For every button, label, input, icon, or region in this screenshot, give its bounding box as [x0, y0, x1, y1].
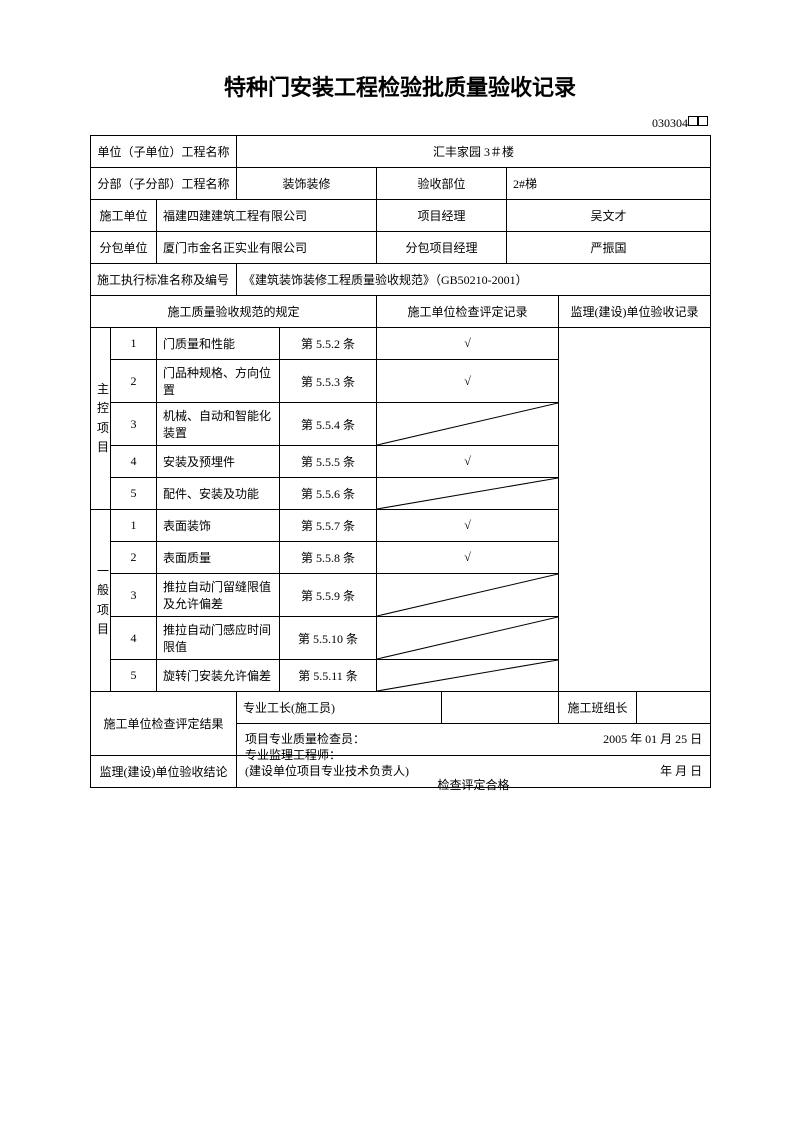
item-check: √	[377, 446, 559, 478]
slash-icon	[377, 574, 558, 616]
engineer-label: 专业监理工程师：	[245, 746, 341, 763]
sub-contractor-label: 分包单位	[91, 232, 157, 264]
accept-part-value: 2#梯	[507, 168, 711, 200]
item-number: 1	[111, 510, 157, 542]
item-name: 配件、安装及功能	[157, 478, 280, 510]
sub-pm-value: 严振国	[507, 232, 711, 264]
slash-cell	[377, 403, 559, 446]
sub-contractor-value: 厦门市金名正实业有限公司	[157, 232, 377, 264]
table-row: 主控项目 1 门质量和性能 第 5.5.2 条 √	[91, 328, 711, 360]
item-clause: 第 5.5.10 条	[280, 617, 377, 660]
slash-icon	[377, 617, 558, 659]
qc-date: 2005 年 01 月 25 日	[603, 730, 702, 747]
slash-cell	[377, 660, 559, 692]
contractor-check-header: 施工单位检查评定记录	[377, 296, 559, 328]
item-clause: 第 5.5.5 条	[280, 446, 377, 478]
item-number: 3	[111, 403, 157, 446]
team-leader-label: 施工班组长	[559, 692, 637, 724]
slash-icon	[377, 478, 558, 509]
foreman-value	[442, 692, 559, 724]
table-row: 施工质量验收规范的规定 施工单位检查评定记录 监理(建设)单位验收记录	[91, 296, 711, 328]
blank-date: 年 月 日	[660, 762, 702, 779]
item-name: 门质量和性能	[157, 328, 280, 360]
item-clause: 第 5.5.3 条	[280, 360, 377, 403]
tech-lead-label: (建设单位项目专业技术负责人)	[245, 762, 409, 779]
item-number: 4	[111, 446, 157, 478]
contractor-label: 施工单位	[91, 200, 157, 232]
item-clause: 第 5.5.7 条	[280, 510, 377, 542]
standard-value: 《建筑装饰装修工程质量验收规范》（GB50210-2001）	[237, 264, 711, 296]
item-name: 推拉自动门留缝限值及允许偏差	[157, 574, 280, 617]
foreman-label: 专业工长(施工员)	[237, 692, 442, 724]
supervisor-sign-block: 专业监理工程师： (建设单位项目专业技术负责人) 年 月 日	[237, 756, 711, 788]
item-number: 2	[111, 360, 157, 403]
item-clause: 第 5.5.11 条	[280, 660, 377, 692]
pm-label: 项目经理	[377, 200, 507, 232]
item-name: 门品种规格、方向位置	[157, 360, 280, 403]
pm-value: 吴文才	[507, 200, 711, 232]
qc-label: 项目专业质量检查员：	[245, 730, 365, 747]
item-name: 安装及预埋件	[157, 446, 280, 478]
slash-cell	[377, 617, 559, 660]
item-number: 5	[111, 478, 157, 510]
slash-cell	[377, 574, 559, 617]
item-clause: 第 5.5.9 条	[280, 574, 377, 617]
unit-project-value: 汇丰家园 3＃楼	[237, 136, 711, 168]
supervisor-check-area	[559, 328, 711, 692]
document-number: 030304	[90, 116, 710, 131]
item-name: 表面装饰	[157, 510, 280, 542]
item-check: √	[377, 510, 559, 542]
table-row: 分部（子分部）工程名称 装饰装修 验收部位 2#梯	[91, 168, 711, 200]
sub-pm-label: 分包项目经理	[377, 232, 507, 264]
sub-project-value: 装饰装修	[237, 168, 377, 200]
item-clause: 第 5.5.4 条	[280, 403, 377, 446]
slash-icon	[377, 403, 558, 445]
supervisor-check-header: 监理(建设)单位验收记录	[559, 296, 711, 328]
item-number: 1	[111, 328, 157, 360]
spec-column-header: 施工质量验收规范的规定	[91, 296, 377, 328]
item-check: √	[377, 328, 559, 360]
table-row: 施工执行标准名称及编号 《建筑装饰装修工程质量验收规范》（GB50210-200…	[91, 264, 711, 296]
inspection-table: 单位（子单位）工程名称 汇丰家园 3＃楼 分部（子分部）工程名称 装饰装修 验收…	[90, 135, 711, 788]
standard-label: 施工执行标准名称及编号	[91, 264, 237, 296]
item-name: 机械、自动和智能化装置	[157, 403, 280, 446]
accept-part-label: 验收部位	[377, 168, 507, 200]
unit-project-label: 单位（子单位）工程名称	[91, 136, 237, 168]
item-check: √	[377, 360, 559, 403]
item-number: 3	[111, 574, 157, 617]
table-row: 单位（子单位）工程名称 汇丰家园 3＃楼	[91, 136, 711, 168]
table-row: 分包单位 厦门市金名正实业有限公司 分包项目经理 严振国	[91, 232, 711, 264]
item-check: √	[377, 542, 559, 574]
slash-cell	[377, 478, 559, 510]
main-group-label: 主控项目	[91, 328, 111, 510]
page-title: 特种门安装工程检验批质量验收记录	[90, 70, 710, 102]
item-clause: 第 5.5.8 条	[280, 542, 377, 574]
item-clause: 第 5.5.2 条	[280, 328, 377, 360]
item-name: 表面质量	[157, 542, 280, 574]
sub-project-label: 分部（子分部）工程名称	[91, 168, 237, 200]
contractor-value: 福建四建建筑工程有限公司	[157, 200, 377, 232]
general-group-label: 一般项目	[91, 510, 111, 692]
supervisor-result-label: 监理(建设)单位验收结论	[91, 756, 237, 788]
team-leader-value	[637, 692, 711, 724]
item-name: 旋转门安装允许偏差	[157, 660, 280, 692]
table-row: 监理(建设)单位验收结论 专业监理工程师： (建设单位项目专业技术负责人) 年 …	[91, 756, 711, 788]
item-name: 推拉自动门感应时间限值	[157, 617, 280, 660]
item-number: 5	[111, 660, 157, 692]
table-row: 施工单位 福建四建建筑工程有限公司 项目经理 吴文才	[91, 200, 711, 232]
slash-icon	[377, 660, 558, 691]
item-number: 4	[111, 617, 157, 660]
contractor-result-label: 施工单位检查评定结果	[91, 692, 237, 756]
item-clause: 第 5.5.6 条	[280, 478, 377, 510]
item-number: 2	[111, 542, 157, 574]
table-row: 施工单位检查评定结果 专业工长(施工员) 施工班组长	[91, 692, 711, 724]
